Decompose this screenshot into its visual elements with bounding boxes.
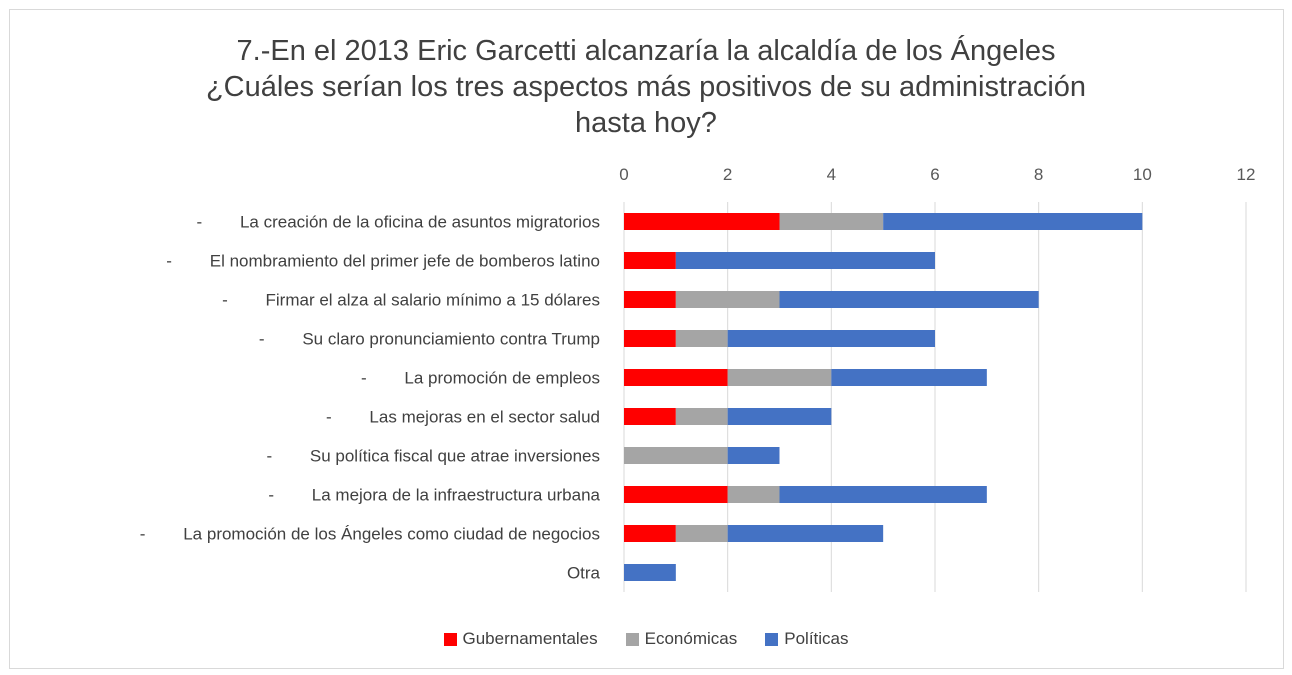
bars: [624, 213, 1143, 581]
bar-politicas: [883, 213, 1143, 230]
bar-economicas: [675, 525, 728, 542]
legend-item-politicas: Políticas: [765, 629, 849, 649]
bar-politicas: [727, 408, 832, 425]
bar-gubernamentales: [624, 330, 676, 347]
category-label: - La promoción de empleos: [361, 369, 600, 388]
bar-gubernamentales: [624, 408, 676, 425]
category-label: - Su política fiscal que atrae inversion…: [266, 447, 600, 466]
chart-title-line-1: 7.-En el 2013 Eric Garcetti alcanzaría l…: [236, 35, 1056, 67]
y-axis: - La creación de la oficina de asuntos m…: [140, 213, 601, 583]
bar-economicas: [779, 213, 884, 230]
bar-gubernamentales: [624, 369, 728, 386]
bar-gubernamentales: [624, 252, 676, 269]
legend: Gubernamentales Económicas Políticas: [0, 629, 1292, 649]
x-tick-label: 2: [723, 165, 732, 184]
bar-gubernamentales: [624, 291, 676, 308]
x-tick-label: 0: [619, 165, 628, 184]
legend-item-economicas: Económicas: [625, 629, 738, 649]
bar-politicas: [624, 564, 676, 581]
legend-swatch-gubernamentales: [443, 632, 457, 646]
category-label: - Las mejoras en el sector salud: [326, 408, 600, 427]
bar-politicas: [831, 369, 987, 386]
legend-label-economicas: Económicas: [644, 629, 738, 648]
chart-title-line-3: hasta hoy?: [575, 107, 717, 139]
bar-politicas: [727, 525, 884, 542]
bar-gubernamentales: [624, 213, 780, 230]
x-tick-label: 4: [827, 165, 836, 184]
category-label: - La mejora de la infraestructura urbana: [268, 486, 600, 505]
chart-title: 7.-En el 2013 Eric Garcetti alcanzaría l…: [0, 33, 1292, 141]
bar-politicas: [727, 447, 780, 464]
bar-economicas: [727, 369, 832, 386]
category-label: - Su claro pronunciamiento contra Trump: [259, 330, 600, 349]
bar-economicas: [675, 330, 728, 347]
legend-item-gubernamentales: Gubernamentales: [443, 629, 598, 649]
bar-economicas: [727, 486, 780, 503]
category-label: - Firmar el alza al salario mínimo a 15 …: [222, 291, 600, 310]
bar-gubernamentales: [624, 525, 676, 542]
legend-swatch-politicas: [765, 632, 779, 646]
legend-label-gubernamentales: Gubernamentales: [462, 629, 598, 648]
x-tick-label: 6: [930, 165, 939, 184]
bar-gubernamentales: [624, 486, 728, 503]
bar-politicas: [779, 291, 1039, 308]
chart-title-line-2: ¿Cuáles serían los tres aspectos más pos…: [205, 71, 1087, 103]
category-label: - La promoción de los Ángeles como ciuda…: [140, 525, 600, 544]
category-label: - El nombramiento del primer jefe de bom…: [166, 252, 600, 271]
bar-politicas: [727, 330, 935, 347]
x-tick-label: 10: [1133, 165, 1152, 184]
x-tick-label: 12: [1237, 165, 1256, 184]
legend-label-politicas: Políticas: [784, 629, 849, 648]
category-label: - La creación de la oficina de asuntos m…: [197, 213, 600, 232]
x-axis: 0 2 4 6 8 10 12: [619, 165, 1255, 184]
category-label: Otra: [567, 564, 601, 583]
bar-politicas: [779, 486, 987, 503]
bar-economicas: [624, 447, 728, 464]
bar-economicas: [675, 408, 728, 425]
bar-economicas: [675, 291, 780, 308]
x-tick-label: 8: [1034, 165, 1043, 184]
bar-politicas: [675, 252, 935, 269]
legend-swatch-economicas: [625, 632, 639, 646]
